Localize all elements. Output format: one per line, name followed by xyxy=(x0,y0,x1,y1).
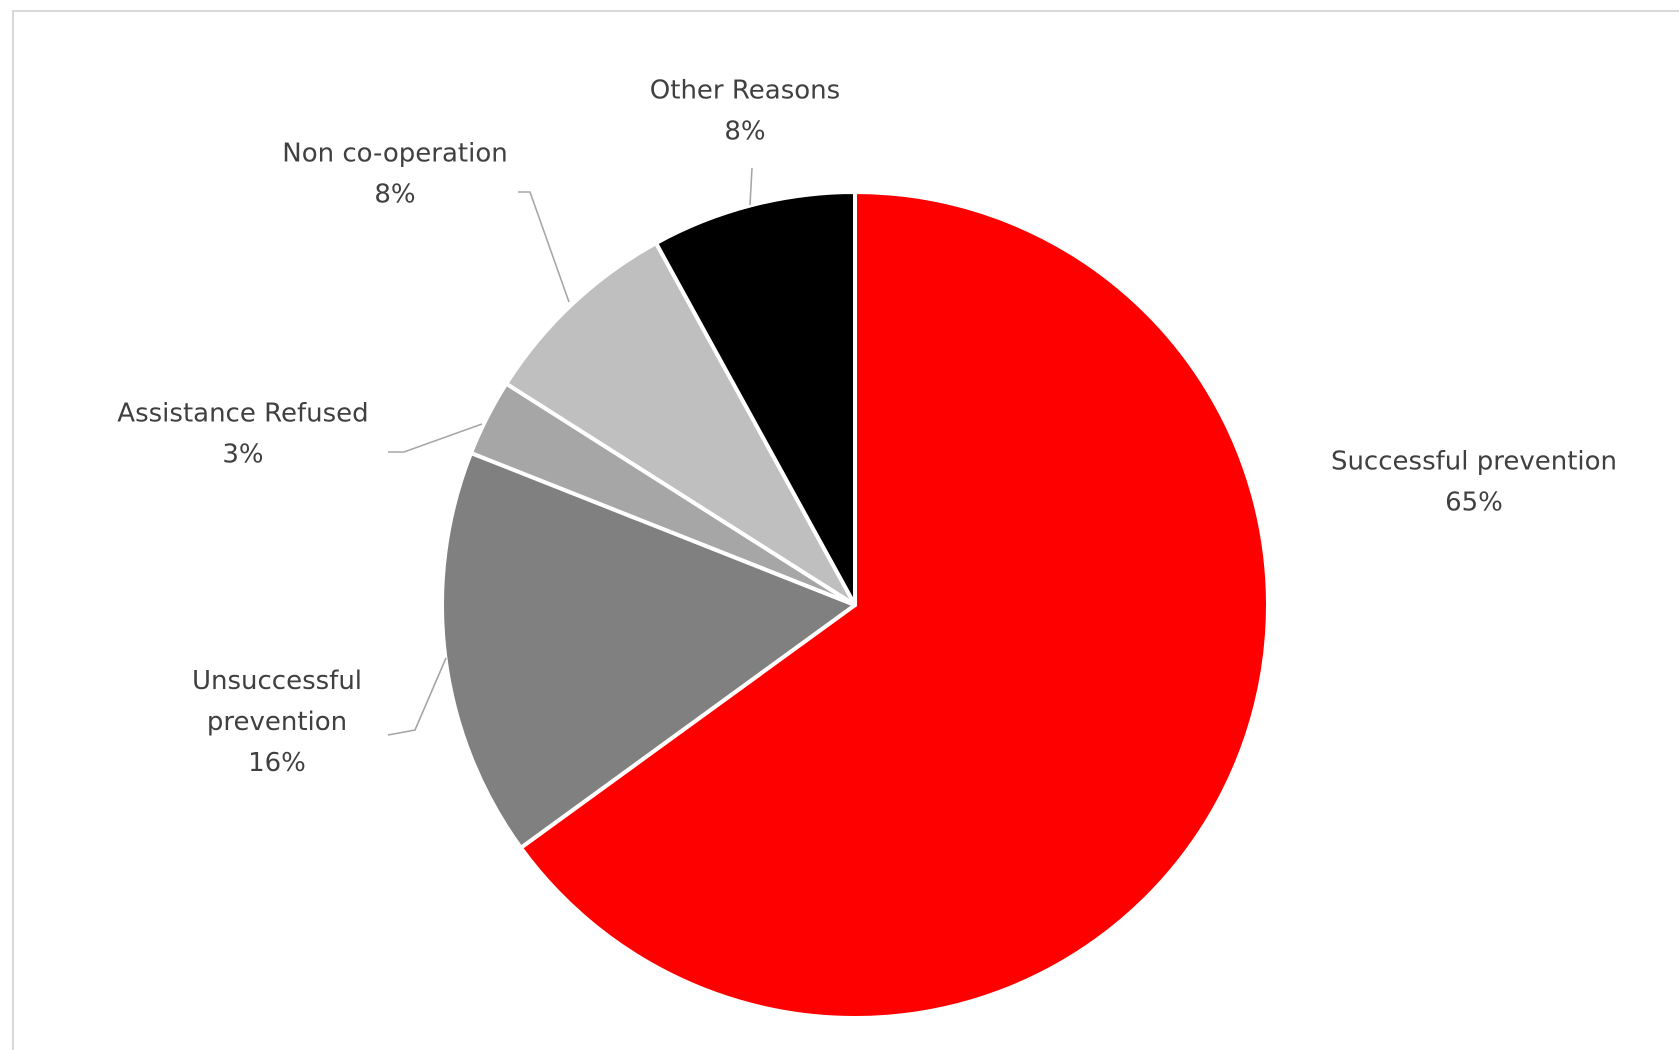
data-label-category: Successful prevention xyxy=(1331,447,1617,477)
data-label-percent: 8% xyxy=(374,180,415,210)
slice-other-reasons xyxy=(654,190,857,607)
data-label-category: prevention xyxy=(207,707,347,737)
slice-successful-prevention xyxy=(518,190,1270,1020)
leader-line-non-co-operation xyxy=(518,191,570,303)
data-label-other-reasons: Other Reasons 8% xyxy=(650,76,840,147)
data-label-percent: 65% xyxy=(1445,488,1503,518)
data-label-non-co-operation: Non co-operation 8% xyxy=(282,139,507,210)
leader-line-assistance-refused xyxy=(388,423,483,453)
leader-line-other-reasons xyxy=(749,167,753,206)
data-label-category: Non co-operation xyxy=(282,139,507,169)
data-label-category: Other Reasons xyxy=(650,76,840,106)
pie-slices xyxy=(440,190,1270,1020)
data-label-unsuccessful-prevention: Unsuccessful prevention 16% xyxy=(192,666,362,778)
data-labels: Successful prevention 65% Unsuccessful prev… xyxy=(117,76,1617,779)
slice-non-co-operation xyxy=(504,241,857,607)
slice-unsuccessful-prevention xyxy=(440,450,857,850)
data-label-assistance-refused: Assistance Refused 3% xyxy=(117,399,368,470)
data-label-category: Unsuccessful xyxy=(192,666,362,696)
data-label-percent: 16% xyxy=(248,748,306,778)
data-label-category: Assistance Refused xyxy=(117,399,368,429)
data-label-successful-prevention: Successful prevention 65% xyxy=(1331,447,1617,518)
leader-line-unsuccessful-prevention xyxy=(387,657,447,736)
data-label-percent: 8% xyxy=(724,117,765,147)
data-label-percent: 3% xyxy=(222,440,263,470)
chart-area xyxy=(12,10,1679,1050)
leader-lines xyxy=(387,167,753,736)
